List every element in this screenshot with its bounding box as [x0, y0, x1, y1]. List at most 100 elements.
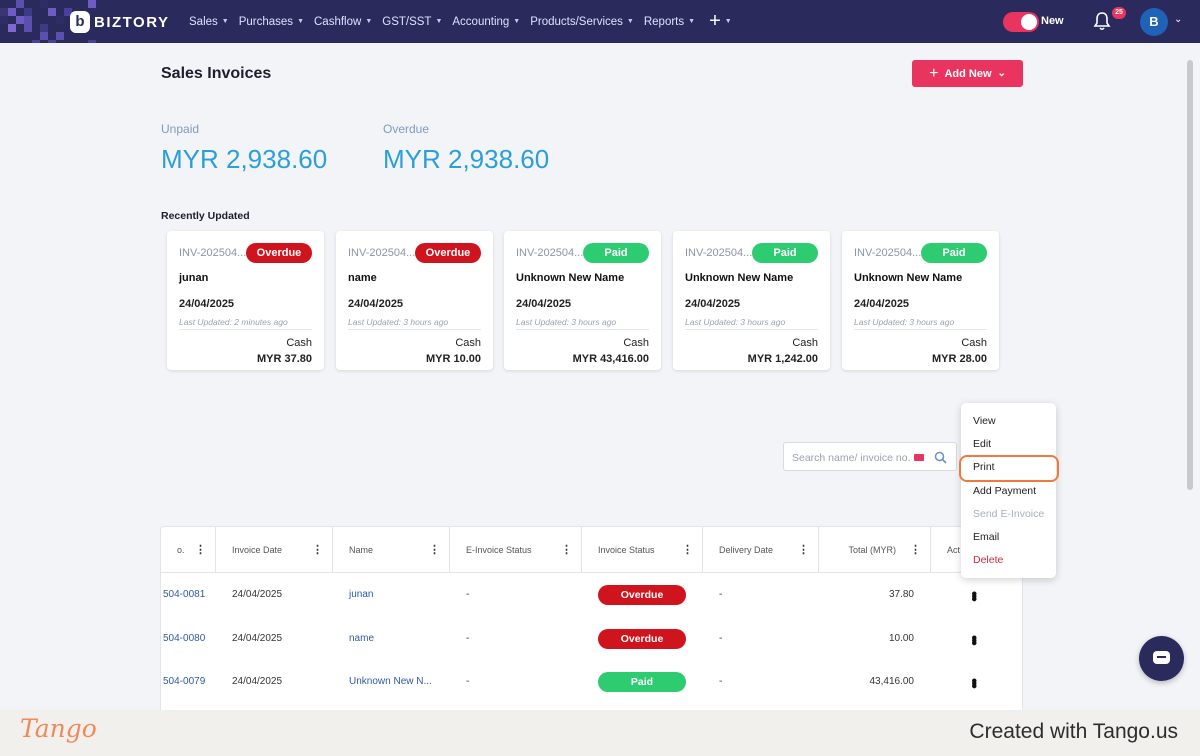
- page-scrollbar[interactable]: [1187, 60, 1193, 490]
- recent-invoice-card[interactable]: INV-202504... Overdue junan 24/04/2025 L…: [167, 231, 324, 370]
- header-label: Delivery Date: [719, 545, 774, 555]
- avatar[interactable]: B: [1140, 8, 1168, 36]
- table-header: o. ⋮ Invoice Date ⋮ Name ⋮ E-Invoice Status…: [161, 527, 1022, 573]
- invoice-number-link[interactable]: 504-0080: [163, 633, 206, 644]
- kebab-menu-icon[interactable]: •••: [965, 590, 982, 599]
- menu-accounting[interactable]: Accounting ▼: [452, 16, 520, 28]
- mosaic-tile: [88, 40, 96, 43]
- table-row[interactable]: 504-0081 24/04/2025 junan - Overdue - 37…: [161, 573, 1022, 616]
- menu-quick-add[interactable]: + ▼: [705, 10, 732, 33]
- invoice-date: 24/04/2025: [232, 676, 283, 687]
- menu-item-edit[interactable]: Edit: [973, 438, 992, 450]
- column-header-einvoice-status[interactable]: E-Invoice Status ⋮: [450, 527, 582, 573]
- menu-label: Reports: [643, 15, 685, 28]
- mosaic-tile: [40, 24, 48, 32]
- kebab-menu-icon[interactable]: •••: [965, 634, 982, 643]
- chevron-down-icon[interactable]: ⌄: [1174, 14, 1183, 25]
- recent-invoice-card[interactable]: INV-202504... Paid Unknown New Name 24/0…: [504, 231, 661, 370]
- column-menu-icon[interactable]: ⋮: [561, 544, 572, 556]
- customer-name-link[interactable]: Unknown New N...: [349, 676, 432, 687]
- recent-invoice-card[interactable]: INV-202504... Paid Unknown New Name 24/0…: [842, 231, 999, 370]
- card-payment-method: Cash: [961, 337, 987, 349]
- table-row[interactable]: 504-0080 24/04/2025 name - Overdue - 10.…: [161, 617, 1022, 660]
- column-header-delivery-date[interactable]: Delivery Date ⋮: [703, 527, 819, 573]
- total-amount: 43,416.00: [869, 676, 915, 687]
- kebab-menu-icon[interactable]: •••: [965, 677, 982, 686]
- menu-item-print[interactable]: Print: [973, 461, 995, 473]
- column-header-total[interactable]: Total (MYR) ⋮: [819, 527, 931, 573]
- created-with-text: Created with Tango.us: [969, 720, 1178, 743]
- menu-cashflow[interactable]: Cashflow ▼: [314, 16, 372, 28]
- bell-icon[interactable]: [1093, 11, 1111, 31]
- column-menu-icon[interactable]: ⋮: [682, 544, 693, 556]
- mosaic-tile: [8, 8, 16, 16]
- menu-reports[interactable]: Reports ▼: [644, 16, 695, 28]
- search-input[interactable]: Search name/ invoice no.: [783, 442, 957, 471]
- menu-item-email[interactable]: Email: [973, 531, 1000, 543]
- card-last-updated: Last Updated: 3 hours ago: [685, 317, 786, 327]
- recent-invoice-card[interactable]: INV-202504... Overdue name 24/04/2025 La…: [336, 231, 493, 370]
- status-badge: Overdue: [246, 243, 312, 263]
- delivery-date: -: [719, 589, 723, 600]
- table-row[interactable]: 504-0079 24/04/2025 Unknown New N... - P…: [161, 660, 1022, 703]
- menu-label: GST/SST: [382, 15, 432, 28]
- tango-footer: [0, 710, 1200, 756]
- customer-name-link[interactable]: name: [349, 633, 375, 644]
- status-badge: Overdue: [598, 628, 686, 649]
- row-actions-button[interactable]: •••: [965, 617, 982, 660]
- caret-down-icon: ▼: [724, 18, 732, 25]
- recent-invoice-card[interactable]: INV-202504... Paid Unknown New Name 24/0…: [673, 231, 830, 370]
- column-menu-icon[interactable]: ⋮: [195, 544, 206, 556]
- card-amount: MYR 10.00: [425, 353, 481, 365]
- menu-label: Products/Services: [530, 15, 623, 28]
- column-header-name[interactable]: Name ⋮: [333, 527, 450, 573]
- tango-logo: Tango: [20, 714, 97, 743]
- card-divider: [516, 329, 649, 330]
- column-header-invoice-status[interactable]: Invoice Status ⋮: [582, 527, 703, 573]
- brand-logo[interactable]: b BIZTORY: [70, 11, 170, 33]
- card-customer-name: Unknown New Name: [854, 272, 963, 284]
- menu-item-add-payment[interactable]: Add Payment: [973, 485, 1037, 497]
- card-payment-method: Cash: [792, 337, 818, 349]
- add-new-button[interactable]: + Add New ⌄: [912, 60, 1023, 87]
- column-header-invoice-no[interactable]: o. ⋮: [161, 527, 216, 573]
- card-payment-method: Cash: [455, 337, 481, 349]
- invoice-number-link[interactable]: 504-0081: [163, 589, 206, 600]
- card-customer-name: Unknown New Name: [516, 272, 625, 284]
- menu-item-delete[interactable]: Delete: [973, 554, 1004, 566]
- new-ui-toggle[interactable]: [1003, 12, 1039, 32]
- row-actions-button[interactable]: •••: [965, 660, 982, 703]
- toggle-label: New: [1041, 15, 1064, 27]
- column-menu-icon[interactable]: ⋮: [798, 544, 809, 556]
- menu-item-view[interactable]: View: [973, 415, 996, 427]
- customer-name-link[interactable]: junan: [349, 589, 374, 600]
- column-menu-icon[interactable]: ⋮: [312, 544, 323, 556]
- card-amount: MYR 1,242.00: [747, 353, 818, 365]
- search-icon[interactable]: [934, 451, 947, 464]
- invoice-number-link[interactable]: 504-0079: [163, 676, 206, 687]
- menu-purchases[interactable]: Purchases ▼: [239, 16, 304, 28]
- column-menu-icon[interactable]: ⋮: [429, 544, 440, 556]
- menu-sales[interactable]: Sales ▼: [189, 16, 229, 28]
- row-actions-button[interactable]: •••: [965, 573, 982, 616]
- header-label: Total (MYR): [848, 545, 896, 555]
- mosaic-tile: [88, 0, 96, 8]
- card-date: 24/04/2025: [685, 298, 741, 310]
- column-header-invoice-date[interactable]: Invoice Date ⋮: [216, 527, 333, 573]
- card-date: 24/04/2025: [348, 298, 404, 310]
- chat-button[interactable]: [1139, 636, 1184, 681]
- menu-products-services[interactable]: Products/Services ▼: [530, 16, 634, 28]
- column-menu-icon[interactable]: ⋮: [910, 544, 921, 556]
- card-customer-name: Unknown New Name: [685, 272, 794, 284]
- menu-gst-sst[interactable]: GST/SST ▼: [382, 16, 442, 28]
- status-badge: Paid: [921, 243, 987, 263]
- card-divider: [179, 329, 312, 330]
- mosaic-tile: [48, 8, 56, 16]
- caret-down-icon: ▼: [435, 18, 443, 25]
- status-badge: Overdue: [415, 243, 481, 263]
- mosaic-tile: [24, 16, 32, 24]
- card-last-updated: Last Updated: 2 minutes ago: [179, 317, 288, 327]
- keyboard-icon: [914, 454, 924, 461]
- header-label: Invoice Status: [598, 545, 655, 555]
- delivery-date: -: [719, 633, 723, 644]
